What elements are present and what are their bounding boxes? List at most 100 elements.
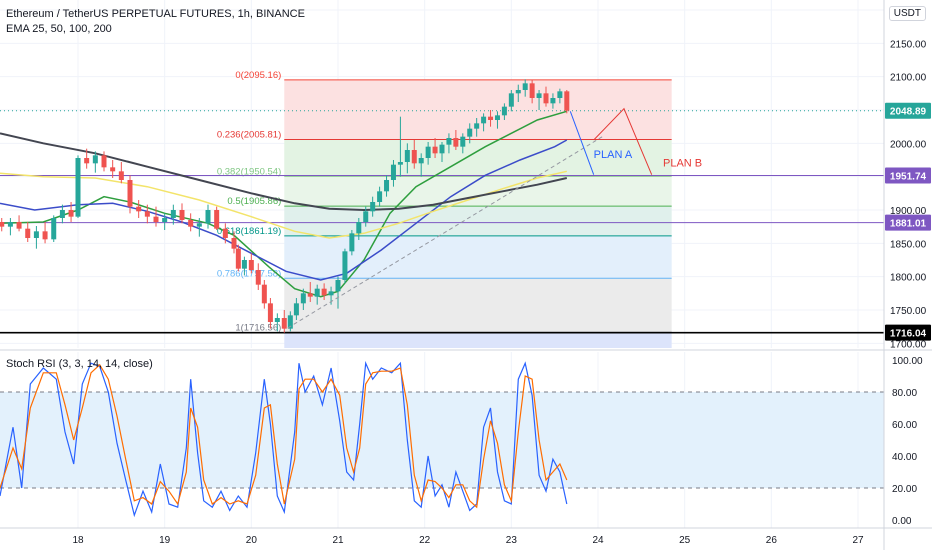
rsi-band	[0, 392, 884, 488]
candle-body	[255, 270, 261, 285]
candle-body	[110, 167, 116, 172]
candle-body	[153, 216, 159, 222]
price-tick-label: 1900.00	[890, 206, 927, 217]
rsi-tick-label: 40.00	[892, 452, 917, 463]
rsi-series-line	[0, 360, 568, 518]
candle-body	[241, 260, 247, 269]
candle-body	[42, 231, 48, 240]
candle-body	[231, 238, 237, 249]
candle-body	[335, 280, 341, 292]
candle-body	[170, 210, 176, 218]
candle-body	[59, 210, 65, 218]
candle-body	[314, 288, 320, 297]
candle-body	[411, 150, 417, 164]
ema-indicator-legend[interactable]: EMA 25, 50, 100, 200	[6, 23, 112, 35]
candle-body	[564, 91, 570, 111]
plan-annotation[interactable]: PLAN B	[663, 158, 702, 170]
ema-line	[0, 139, 568, 281]
rsi-tick-label: 0.00	[892, 516, 912, 527]
fib-level-label: 0.618(1861.19)	[217, 226, 281, 237]
candle-body	[529, 83, 535, 98]
candle-body	[222, 228, 228, 238]
candle-body	[136, 206, 142, 212]
candle-body	[16, 222, 22, 229]
candle-body	[446, 138, 452, 145]
drawings[interactable]: PLAN A PLAN B	[287, 107, 702, 329]
price-axis-badge-label: 1951.74	[890, 172, 927, 183]
candle-body	[481, 116, 487, 124]
candle-body	[515, 90, 521, 94]
candle-body	[205, 210, 211, 224]
candle-body	[293, 303, 299, 316]
candle-body	[274, 318, 280, 322]
candle-body	[75, 158, 81, 217]
ema-line	[0, 110, 568, 298]
candle-body	[321, 288, 327, 296]
candle-body	[342, 251, 348, 280]
price-axis-badge-label: 1716.04	[890, 329, 927, 340]
fibonacci-retracement[interactable]: 0(2095.16) 0.236(2005.81) 0.382(1950.54) 0.…	[217, 70, 672, 348]
candle-body	[25, 228, 31, 238]
currency-badge[interactable]: USDT	[888, 6, 926, 21]
fib-level-label: 0.236(2005.81)	[217, 129, 281, 140]
candle-body	[488, 116, 494, 120]
rsi-tick-label: 60.00	[892, 420, 917, 431]
candle-body	[404, 150, 410, 162]
fib-zone	[284, 206, 672, 236]
time-tick-label: 23	[506, 535, 518, 546]
fib-zone	[284, 79, 672, 140]
candle-body	[0, 222, 5, 227]
fib-zone	[284, 176, 672, 207]
price-axis-badge[interactable]	[885, 102, 931, 119]
time-tick-label: 20	[246, 535, 258, 546]
fib-zone	[284, 235, 672, 279]
time-tick-label: 24	[592, 535, 604, 546]
price-tick-label: 1700.00	[890, 339, 927, 350]
plan-b-path[interactable]	[593, 107, 653, 175]
price-axis-badge[interactable]	[885, 214, 931, 231]
plan-annotation[interactable]: PLAN A	[594, 149, 633, 161]
candle-body	[418, 158, 424, 164]
price-tick-label: 1850.00	[890, 239, 927, 250]
ema-line	[0, 132, 568, 212]
candle-body	[307, 293, 313, 297]
ema-line	[0, 170, 567, 239]
price-tick-label: 2100.00	[890, 73, 927, 84]
candle-body	[390, 164, 396, 180]
rsi-tick-label: 100.00	[892, 356, 923, 367]
price-axis-badge[interactable]	[885, 324, 931, 341]
candle-body	[508, 93, 514, 107]
candle-body	[248, 260, 254, 270]
dashed-trendline[interactable]	[287, 136, 603, 329]
time-tick-label: 22	[419, 535, 431, 546]
fib-level-label: 1(1716.56)	[235, 322, 281, 333]
candle-body	[235, 248, 241, 269]
price-axis-badge-label: 2048.89	[890, 107, 927, 118]
candle-body	[328, 291, 334, 296]
candle-body	[144, 211, 150, 217]
candle-body	[349, 233, 355, 252]
candle-body	[188, 220, 194, 227]
candle-body	[501, 106, 507, 116]
time-tick-label: 19	[159, 535, 171, 546]
candle-body	[51, 218, 57, 240]
price-tick-label: 1800.00	[890, 273, 927, 284]
price-axis-badge[interactable]	[885, 167, 931, 184]
candle-body	[432, 146, 438, 154]
candle-body	[196, 223, 202, 227]
fib-level-label: 0.382(1950.54)	[217, 166, 281, 177]
price-tick-label: 2150.00	[890, 39, 927, 50]
candle-body	[118, 171, 124, 180]
candle-body	[425, 146, 431, 158]
candle-body	[101, 155, 107, 168]
stoch-rsi-legend[interactable]: Stoch RSI (3, 3, 14, 14, close)	[6, 358, 153, 370]
plan-a-path[interactable]	[569, 111, 595, 175]
candle-body	[536, 93, 542, 98]
candle-body	[453, 138, 459, 147]
candlesticks	[0, 79, 570, 333]
fib-level-label: 0(2095.16)	[235, 70, 281, 81]
fib-zone	[284, 332, 672, 348]
price-tick-label: 2000.00	[890, 139, 927, 150]
